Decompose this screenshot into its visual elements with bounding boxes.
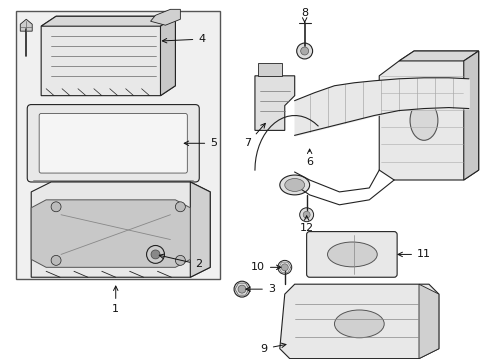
Polygon shape <box>190 182 210 277</box>
Circle shape <box>303 211 309 218</box>
Ellipse shape <box>327 242 376 267</box>
Polygon shape <box>379 51 478 180</box>
Circle shape <box>175 255 185 265</box>
FancyBboxPatch shape <box>306 231 396 277</box>
Polygon shape <box>398 51 478 61</box>
Polygon shape <box>20 19 32 31</box>
Text: 9: 9 <box>260 343 285 354</box>
Circle shape <box>175 202 185 212</box>
Circle shape <box>51 255 61 265</box>
Text: 3: 3 <box>245 284 274 294</box>
Polygon shape <box>31 200 190 267</box>
Polygon shape <box>463 51 478 180</box>
Ellipse shape <box>409 100 437 140</box>
Ellipse shape <box>284 179 304 192</box>
Circle shape <box>281 264 287 271</box>
Polygon shape <box>160 16 175 96</box>
Text: 2: 2 <box>159 254 202 269</box>
Text: 8: 8 <box>301 8 307 22</box>
Circle shape <box>300 47 308 55</box>
Text: 10: 10 <box>250 262 280 272</box>
Ellipse shape <box>279 175 309 195</box>
Circle shape <box>238 285 245 293</box>
Polygon shape <box>279 284 438 359</box>
FancyBboxPatch shape <box>27 105 199 182</box>
Text: 12: 12 <box>299 216 313 233</box>
Polygon shape <box>41 16 175 96</box>
Text: 4: 4 <box>162 34 205 44</box>
Polygon shape <box>31 182 210 277</box>
Bar <box>16 11 220 279</box>
Polygon shape <box>150 9 180 25</box>
Polygon shape <box>41 16 175 26</box>
Text: 5: 5 <box>184 138 217 148</box>
Text: 11: 11 <box>397 249 430 260</box>
Circle shape <box>296 43 312 59</box>
FancyBboxPatch shape <box>39 113 187 173</box>
Polygon shape <box>257 63 281 76</box>
Circle shape <box>277 260 291 274</box>
Circle shape <box>146 246 164 264</box>
Text: 1: 1 <box>112 286 119 314</box>
Circle shape <box>299 208 313 222</box>
Polygon shape <box>418 284 438 359</box>
Text: 6: 6 <box>305 149 312 167</box>
Circle shape <box>151 250 160 259</box>
Polygon shape <box>254 76 294 130</box>
Circle shape <box>51 202 61 212</box>
Circle shape <box>234 281 249 297</box>
Text: 7: 7 <box>244 123 265 148</box>
Ellipse shape <box>334 310 384 338</box>
